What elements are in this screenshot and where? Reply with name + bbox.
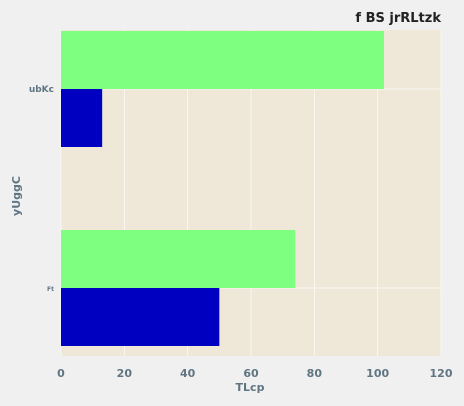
category-label-Ft: Ft bbox=[47, 286, 54, 293]
x-tick-label: 40 bbox=[180, 367, 196, 380]
x-tick-label: 60 bbox=[243, 367, 259, 380]
x-tick-label: 0 bbox=[57, 367, 65, 380]
x-tick-label: 100 bbox=[366, 367, 389, 380]
y-axis-label: yUggC bbox=[10, 176, 23, 216]
x-tick-label: 120 bbox=[430, 367, 453, 380]
bar-Ft-series-1 bbox=[61, 230, 296, 288]
bar-ubKc-series-1 bbox=[61, 31, 384, 89]
x-tick-label: 80 bbox=[307, 367, 323, 380]
x-axis-label: TLcp bbox=[236, 381, 265, 394]
category-labels: ubKc Ft bbox=[29, 85, 54, 293]
bar-Ft-series-2 bbox=[61, 288, 220, 346]
x-tick-labels: 0 20 40 60 80 100 120 bbox=[57, 367, 453, 380]
x-tick-label: 20 bbox=[117, 367, 133, 380]
category-label-ubKc: ubKc bbox=[29, 85, 54, 95]
chart-title: f BS jrRLtzk bbox=[355, 11, 441, 26]
bar-ubKc-series-2 bbox=[61, 89, 103, 147]
bars bbox=[61, 31, 384, 346]
